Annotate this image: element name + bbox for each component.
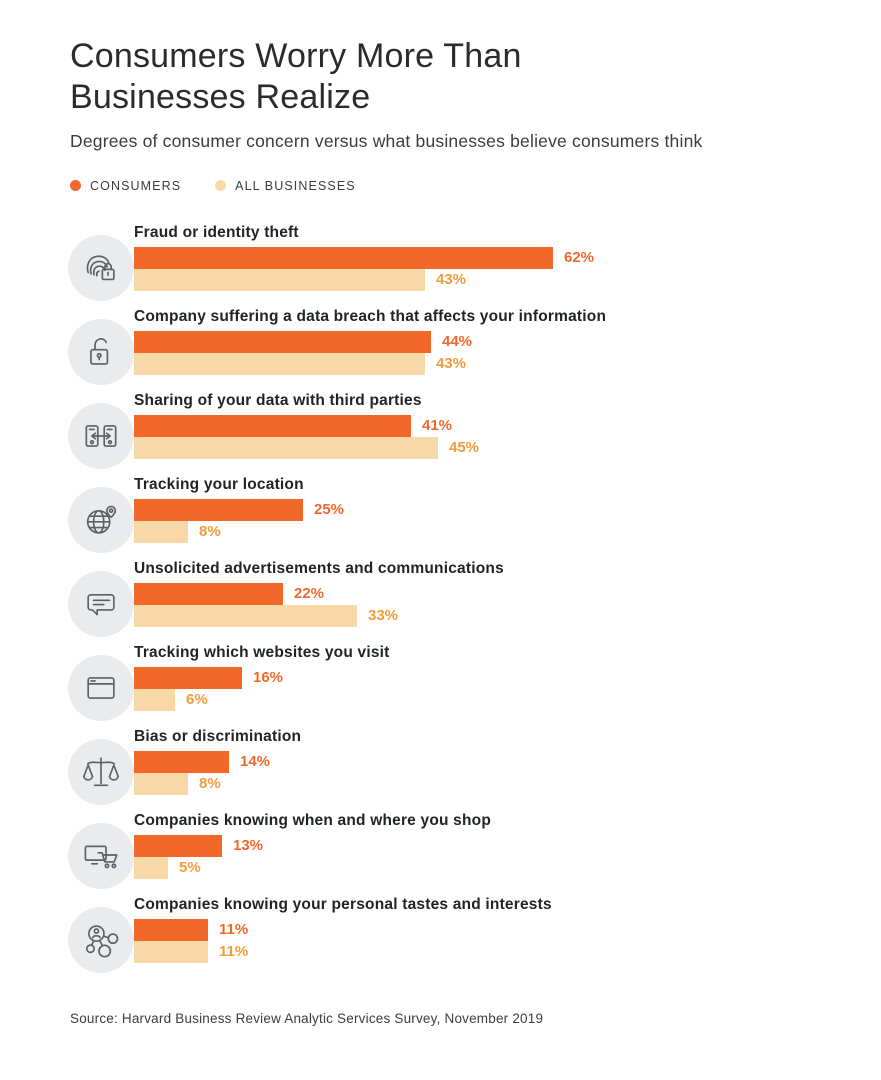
speech-bubble-icon — [68, 570, 134, 637]
subtitle: Degrees of consumer concern versus what … — [70, 130, 703, 151]
consumer-value: 41% — [422, 416, 453, 434]
consumer-bar-row: 16% — [134, 666, 831, 689]
consumer-value: 44% — [442, 332, 473, 350]
category-label: Unsolicited advertisements and communica… — [134, 559, 504, 577]
browser-window-icon — [68, 654, 134, 721]
category-group: Companies knowing your personal tastes a… — [68, 895, 831, 973]
consumer-bar-row: 62% — [134, 246, 831, 269]
page-title: Consumers Worry More Than Businesses Rea… — [70, 36, 831, 119]
infographic: Consumers Worry More Than Businesses Rea… — [68, 36, 831, 1026]
business-value: 8% — [199, 774, 221, 792]
business-bar — [134, 940, 208, 963]
consumer-bar — [134, 918, 208, 941]
consumer-value: 16% — [253, 668, 284, 686]
network-people-icon — [68, 906, 134, 973]
consumer-bar — [134, 834, 222, 857]
consumer-value: 22% — [294, 584, 325, 602]
devices-transfer-icon — [68, 402, 134, 469]
scales-icon — [68, 738, 134, 805]
category-group: Bias or discrimination 14% 8% — [68, 727, 831, 805]
category-label: Company suffering a data breach that aff… — [134, 307, 607, 325]
category-group: Fraud or identity theft 62% 43% — [68, 223, 831, 301]
business-bar-row: 5% — [134, 856, 831, 879]
legend: CONSUMERS ALL BUSINESSES — [70, 179, 831, 193]
globe-pin-icon — [68, 486, 134, 553]
category-group: Unsolicited advertisements and communica… — [68, 559, 831, 637]
consumer-value: 25% — [314, 500, 345, 518]
consumer-bar — [134, 582, 283, 605]
consumer-bar — [134, 498, 303, 521]
consumer-bar-row: 44% — [134, 330, 831, 353]
category-label: Companies knowing when and where you sho… — [134, 811, 491, 829]
consumer-bar-row: 14% — [134, 750, 831, 773]
business-value: 43% — [436, 354, 467, 372]
consumer-bar-row: 25% — [134, 498, 831, 521]
consumer-bar — [134, 666, 242, 689]
business-value: 8% — [199, 522, 221, 540]
businesses-legend-label: ALL BUSINESSES — [235, 178, 356, 193]
business-bar — [134, 688, 175, 711]
consumer-value: 62% — [564, 248, 595, 266]
category-group: Company suffering a data breach that aff… — [68, 307, 831, 385]
category-label: Tracking your location — [134, 475, 304, 493]
business-bar-row: 8% — [134, 772, 831, 795]
title-line-1: Consumers Worry More Than — [70, 37, 522, 75]
category-label: Tracking which websites you visit — [134, 643, 390, 661]
category-label: Bias or discrimination — [134, 727, 302, 745]
business-bar-row: 11% — [134, 940, 831, 963]
consumer-bar-row: 13% — [134, 834, 831, 857]
business-bar-row: 6% — [134, 688, 831, 711]
consumers-dot-icon — [70, 180, 81, 192]
consumer-bar — [134, 414, 411, 437]
business-bar — [134, 268, 425, 291]
businesses-dot-icon — [215, 180, 227, 192]
category-group: Tracking which websites you visit 16% 6% — [68, 643, 831, 721]
fingerprint-lock-icon — [68, 234, 134, 301]
business-value: 6% — [186, 690, 208, 708]
legend-item-consumers: CONSUMERS — [70, 179, 181, 193]
business-value: 45% — [449, 438, 480, 456]
business-value: 5% — [179, 858, 201, 876]
business-bar-row: 8% — [134, 520, 831, 543]
source-note: Source: Harvard Business Review Analytic… — [70, 1010, 544, 1026]
business-bar-row: 43% — [134, 268, 831, 291]
business-bar — [134, 352, 425, 375]
category-label: Fraud or identity theft — [134, 223, 299, 241]
monitor-cart-icon — [68, 822, 134, 889]
category-group: Companies knowing when and where you sho… — [68, 811, 831, 889]
consumer-bar — [134, 330, 431, 353]
business-bar — [134, 772, 188, 795]
consumer-bar-row: 11% — [134, 918, 831, 941]
consumer-bar-row: 22% — [134, 582, 831, 605]
consumer-bar-row: 41% — [134, 414, 831, 437]
title-line-2: Businesses Realize — [70, 78, 371, 117]
business-bar-row: 45% — [134, 436, 831, 459]
business-bar — [134, 436, 438, 459]
consumer-value: 11% — [219, 920, 249, 938]
consumer-bar — [134, 750, 229, 773]
business-bar — [134, 856, 168, 879]
business-bar-row: 33% — [134, 604, 831, 627]
business-value: 43% — [436, 270, 467, 288]
consumer-value: 14% — [240, 752, 271, 770]
category-label: Sharing of your data with third parties — [134, 391, 422, 409]
category-group: Tracking your location 25% 8% — [68, 475, 831, 553]
business-bar — [134, 604, 357, 627]
business-value: 11% — [219, 942, 249, 960]
consumer-bar — [134, 246, 553, 269]
category-label: Companies knowing your personal tastes a… — [134, 895, 552, 913]
business-value: 33% — [368, 606, 399, 624]
business-bar — [134, 520, 188, 543]
open-padlock-icon — [68, 318, 134, 385]
business-bar-row: 43% — [134, 352, 831, 375]
consumer-value: 13% — [233, 836, 264, 854]
legend-item-businesses: ALL BUSINESSES — [215, 179, 356, 193]
consumers-legend-label: CONSUMERS — [90, 178, 182, 193]
category-group: Sharing of your data with third parties … — [68, 391, 831, 469]
chart-groups: Fraud or identity theft 62% 43% Company … — [68, 223, 831, 973]
